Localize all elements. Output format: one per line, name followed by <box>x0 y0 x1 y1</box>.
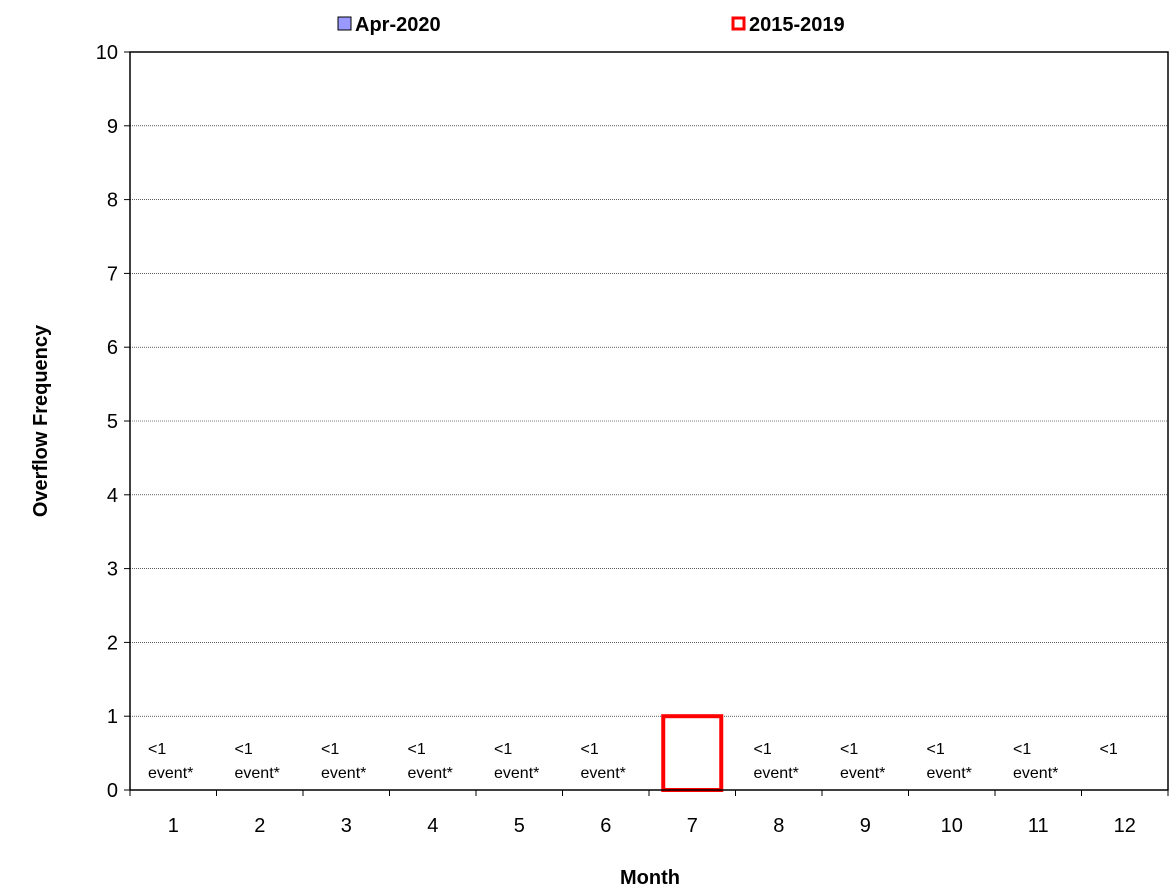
annotation-line2: event* <box>754 765 799 782</box>
x-tick-label: 6 <box>600 815 611 837</box>
x-tick-label: 1 <box>168 815 179 837</box>
annotation-line1: <1 <box>1100 741 1118 758</box>
x-tick-label: 7 <box>687 815 698 837</box>
x-tick-label: 2 <box>254 815 265 837</box>
legend: Apr-2020 2015-2019 <box>337 14 845 36</box>
x-tick-label: 4 <box>427 815 438 837</box>
y-tick-label: 1 <box>107 706 118 728</box>
annotation-line1: <1 <box>148 741 166 758</box>
annotations: <1 event* <1 event* <1 event* <1 event* <1 event*… <box>148 741 1118 782</box>
x-tick-label: 11 <box>1028 815 1049 837</box>
x-axis-title: Month <box>620 867 680 889</box>
y-axis-title: Overflow Frequency <box>30 324 52 517</box>
legend-label: Apr-2020 <box>355 14 441 36</box>
y-tick-label: 7 <box>107 263 118 285</box>
annotation-line1: <1 <box>321 741 339 758</box>
annotation-line2: event* <box>840 765 885 782</box>
x-tick-label: 10 <box>941 815 963 837</box>
y-tick-label: 6 <box>107 337 118 359</box>
y-tick-label: 10 <box>96 42 118 64</box>
annotation-line1: <1 <box>1013 741 1031 758</box>
annotation-line1: <1 <box>494 741 512 758</box>
annotation-line2: event* <box>1013 765 1058 782</box>
y-tick-label: 2 <box>107 632 118 654</box>
legend-swatch-2015-2019 <box>731 16 746 31</box>
annotation-line2: event* <box>927 765 972 782</box>
legend-label: 2015-2019 <box>749 14 845 36</box>
annotation-line1: <1 <box>235 741 253 758</box>
y-tick-label: 9 <box>107 116 118 138</box>
x-tick-label: 12 <box>1114 815 1136 837</box>
annotation-line1: <1 <box>581 741 599 758</box>
y-tick-label: 4 <box>107 485 118 507</box>
annotation-line1: <1 <box>840 741 858 758</box>
x-tick-label: 8 <box>773 815 784 837</box>
annotation-line2: event* <box>581 765 626 782</box>
x-tick-label: 9 <box>860 815 871 837</box>
y-tick-label: 0 <box>107 780 118 802</box>
annotation-line1: <1 <box>927 741 945 758</box>
annotation-line1: <1 <box>408 741 426 758</box>
y-tick-label: 3 <box>107 559 118 581</box>
annotation-line2: event* <box>494 765 539 782</box>
annotation-line1: <1 <box>754 741 772 758</box>
gridlines <box>130 125 1168 717</box>
annotation-line2: event* <box>321 765 366 782</box>
x-tick-label: 5 <box>514 815 525 837</box>
annotation-line2: event* <box>148 765 193 782</box>
legend-swatch-Apr-2020 <box>337 16 352 31</box>
y-tick-label: 5 <box>107 411 118 433</box>
x-tick-label: 3 <box>341 815 352 837</box>
y-tick-label: 8 <box>107 190 118 212</box>
annotation-line2: event* <box>235 765 280 782</box>
annotation-line2: event* <box>408 765 453 782</box>
